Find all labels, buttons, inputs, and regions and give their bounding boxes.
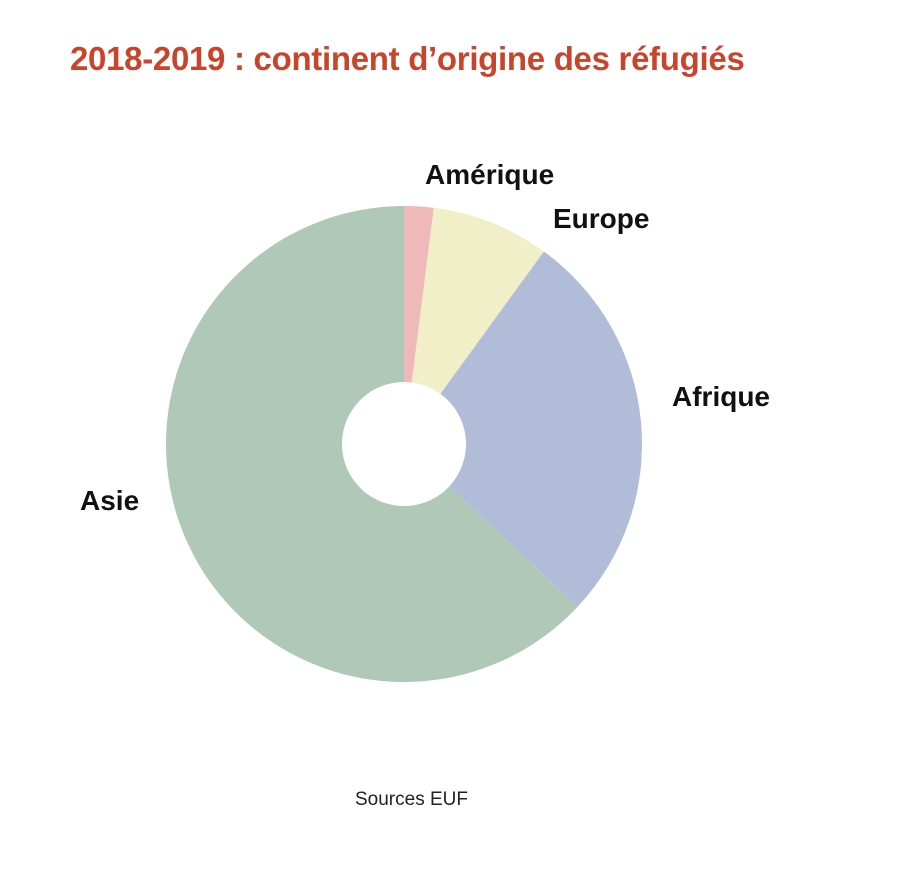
- slice-afrique: [440, 251, 642, 607]
- slice-asie: [166, 206, 578, 682]
- slice-label-amerique: Amérique: [425, 159, 554, 190]
- chart-title: 2018-2019 : continent d’origine des réfu…: [70, 40, 745, 77]
- slice-label-europe: Europe: [553, 203, 649, 234]
- slice-label-asie: Asie: [80, 485, 139, 516]
- source-note: Sources EUF: [355, 789, 468, 810]
- slice-europe: [411, 207, 544, 394]
- slice-amerique: [404, 206, 434, 383]
- slice-label-afrique: Afrique: [672, 381, 770, 412]
